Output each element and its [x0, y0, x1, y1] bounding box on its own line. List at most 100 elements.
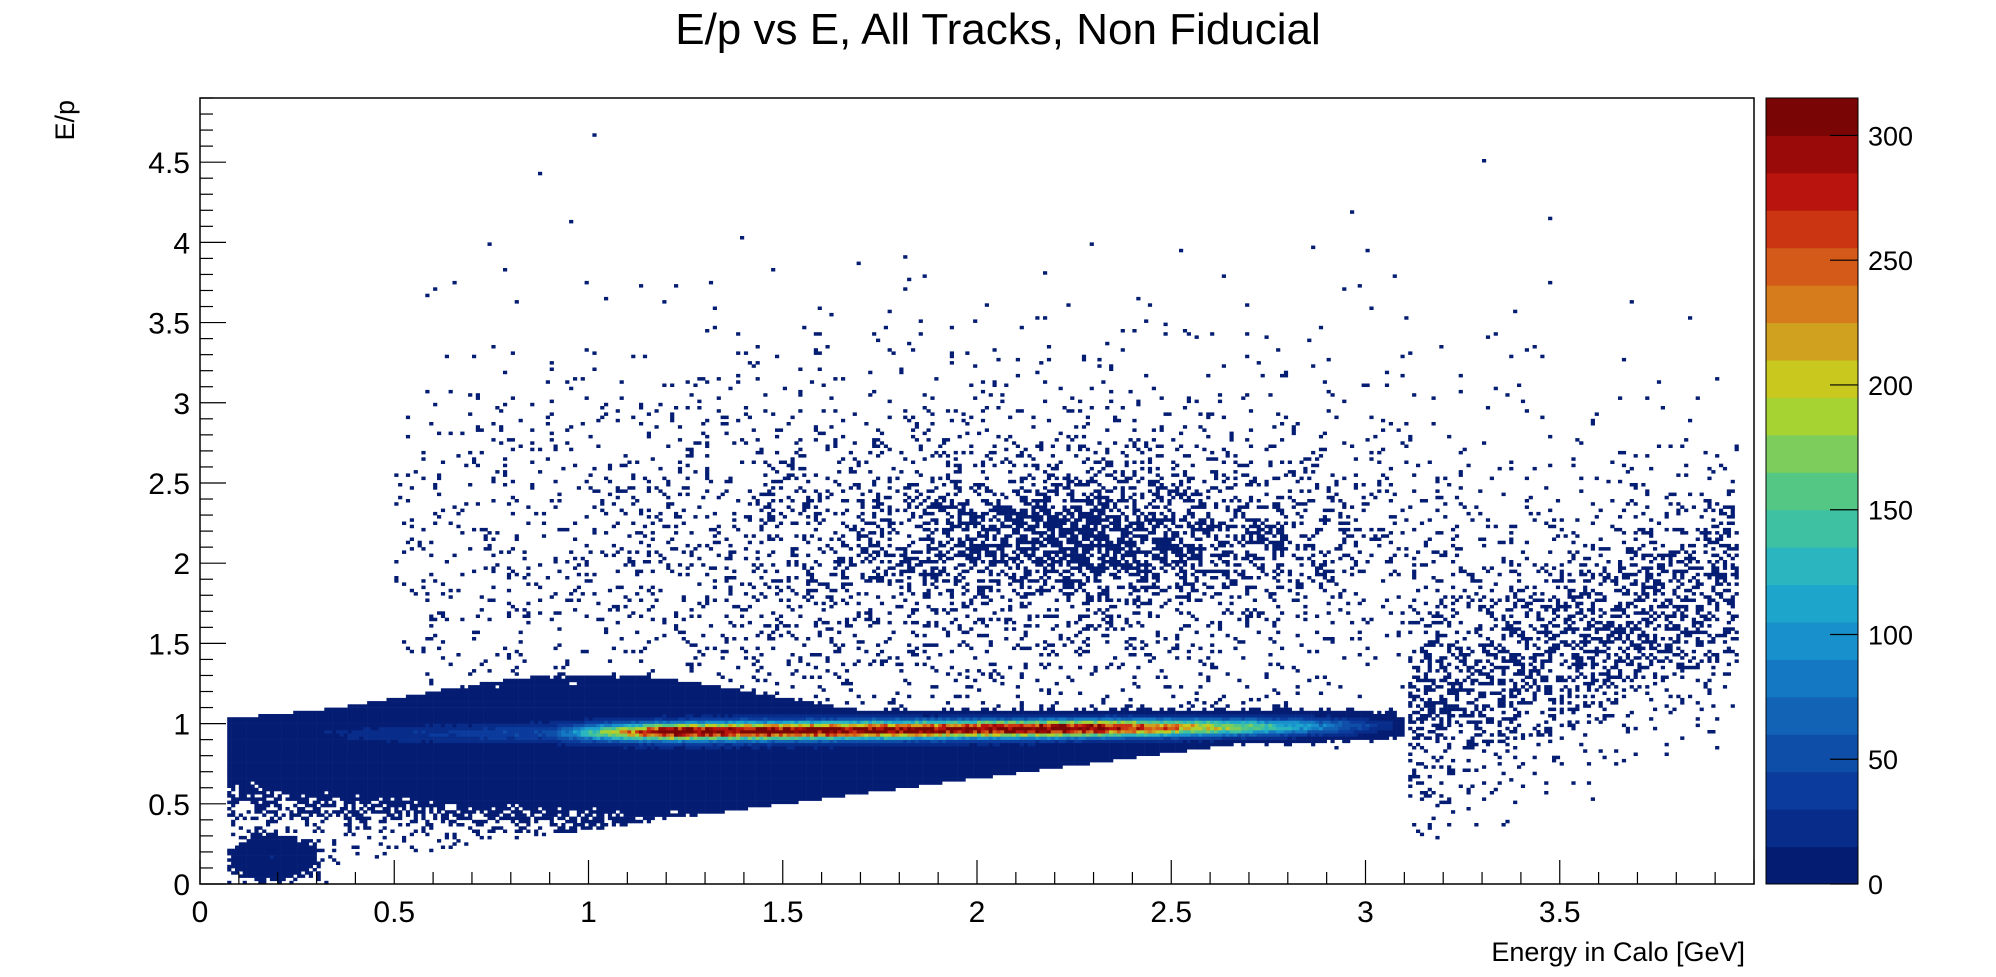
heatmap-cell [604, 778, 609, 782]
heatmap-cell [308, 848, 313, 853]
heatmap-cell [390, 701, 395, 705]
heatmap-cell [409, 649, 414, 654]
heatmap-cell [534, 765, 539, 769]
heatmap-cell [495, 768, 500, 773]
heatmap-cell [238, 717, 243, 721]
heatmap-cell [437, 492, 442, 497]
heatmap-cell [312, 752, 317, 757]
heatmap-cell [382, 762, 387, 766]
heatmap-cell [316, 710, 321, 715]
heatmap-cell [561, 803, 566, 808]
heatmap-cell [413, 720, 418, 724]
heatmap-cell [374, 797, 379, 801]
heatmap-cell [425, 762, 430, 766]
heatmap-cell [285, 835, 290, 840]
heatmap-cell [553, 611, 558, 615]
heatmap-cell [382, 733, 387, 737]
heatmap-cell [289, 765, 294, 769]
heatmap-cell [538, 758, 543, 763]
heatmap-cell [503, 470, 508, 474]
heatmap-cell [316, 800, 321, 805]
heatmap-cell [258, 781, 263, 785]
heatmap-cell [576, 765, 581, 769]
heatmap-cell [269, 819, 275, 824]
heatmap-cell [545, 768, 550, 773]
heatmap-cell [530, 483, 535, 487]
heatmap-cell [448, 819, 453, 824]
heatmap-cell [402, 730, 407, 734]
heatmap-cell [631, 415, 636, 420]
heatmap-cell [402, 765, 407, 769]
heatmap-cell [437, 765, 442, 769]
heatmap-cell [530, 784, 535, 789]
heatmap-cell [448, 771, 453, 776]
heatmap-cell [405, 434, 411, 439]
heatmap-cell [588, 730, 593, 734]
heatmap-cell [464, 771, 469, 776]
heatmap-cell [297, 848, 302, 853]
heatmap-cell [553, 797, 558, 801]
heatmap-cell [444, 752, 449, 757]
heatmap-cell [615, 409, 620, 413]
heatmap-cell [367, 826, 372, 830]
heatmap-cell [646, 704, 651, 708]
heatmap-cell [343, 752, 348, 757]
heatmap-cell [623, 489, 628, 493]
heatmap-cell [487, 739, 492, 744]
heatmap-cell [448, 784, 453, 789]
heatmap-cell [514, 752, 519, 757]
heatmap-cell [615, 771, 620, 776]
heatmap-cell [343, 823, 348, 827]
heatmap-cell [281, 864, 286, 869]
heatmap-cell [631, 685, 636, 689]
heatmap-cell [386, 800, 391, 805]
heatmap-cell [503, 791, 508, 795]
heatmap-cell [324, 707, 329, 712]
heatmap-cell [390, 771, 395, 776]
heatmap-cell [390, 791, 395, 795]
heatmap-cell [433, 755, 438, 760]
heatmap-cell [332, 810, 337, 814]
heatmap-cell [627, 486, 632, 490]
heatmap-cell [289, 739, 294, 744]
heatmap-cell [398, 778, 403, 782]
heatmap-cell [639, 807, 644, 811]
heatmap-cell [646, 726, 651, 731]
heatmap-cell [444, 560, 449, 564]
heatmap-cell [277, 848, 282, 853]
heatmap-cell [627, 791, 632, 795]
heatmap-cell [460, 813, 465, 817]
heatmap-cell [367, 765, 372, 769]
heatmap-cell [510, 495, 515, 500]
heatmap-cell [623, 746, 628, 750]
heatmap-cell [600, 807, 605, 811]
heatmap-cell [569, 714, 574, 718]
heatmap-cell [452, 691, 457, 696]
heatmap-cell [557, 742, 562, 747]
heatmap-cell [646, 771, 651, 776]
heatmap-cell [269, 861, 275, 866]
heatmap-cell [487, 694, 492, 699]
heatmap-cell [304, 714, 310, 718]
heatmap-cell [499, 807, 504, 811]
heatmap-cell [316, 861, 321, 866]
heatmap-cell [592, 572, 597, 577]
heatmap-cell [522, 819, 527, 824]
heatmap-cell [277, 851, 282, 856]
heatmap-cell [561, 823, 566, 827]
heatmap-cell [561, 755, 566, 760]
heatmap-cell [607, 803, 613, 808]
heatmap-cell [557, 781, 562, 785]
heatmap-cell [460, 787, 465, 792]
heatmap-cell [433, 287, 438, 291]
heatmap-cell [499, 428, 504, 432]
heatmap-cell [409, 707, 414, 712]
heatmap-cell [328, 714, 333, 718]
heatmap-cell [565, 710, 570, 715]
heatmap-cell [607, 681, 613, 686]
heatmap-cell [627, 598, 632, 603]
heatmap-cell [479, 781, 484, 785]
heatmap-cell [596, 694, 601, 699]
heatmap-cell [499, 826, 504, 830]
heatmap-cell [409, 518, 414, 522]
